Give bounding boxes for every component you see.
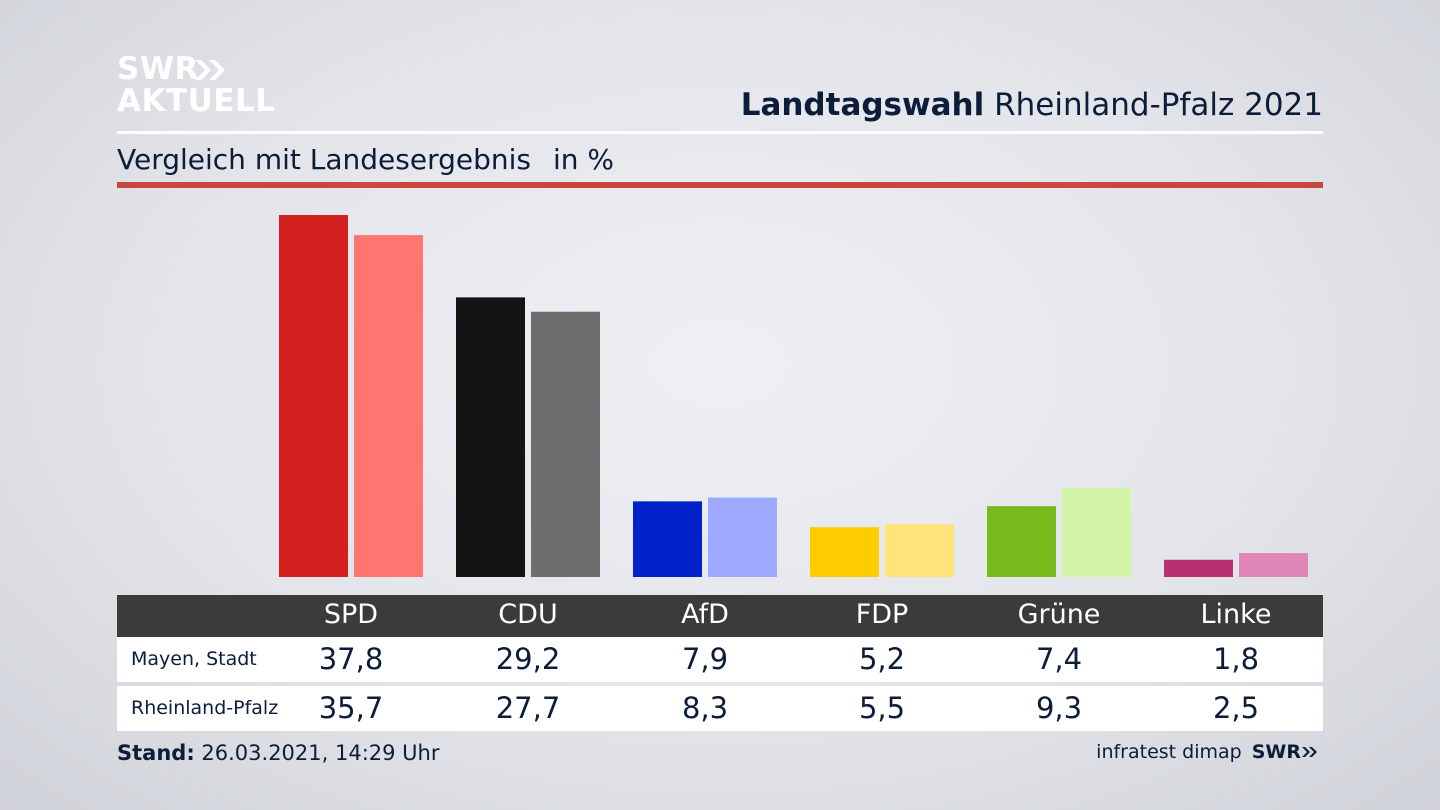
swr-aktuell-logo: SWR AKTUELL [117,54,277,118]
footer-swr-brand: SWR [1251,741,1301,763]
bar-state-afd [708,497,777,577]
value-state-gruene: 9,3 [1035,691,1083,725]
bar-state-fdp [885,524,954,577]
bar-local-afd [633,501,702,577]
bar-local-gruene [987,506,1056,577]
subtitle-text: Vergleich mit Landesergebnis [117,143,531,176]
value-state-linke: 2,5 [1212,691,1260,725]
party-label-cdu: CDU [498,599,558,630]
stand-value: 26.03.2021, 14:29 Uhr [194,741,440,765]
value-state-cdu: 27,7 [495,691,561,725]
red-divider [117,182,1323,188]
bar-state-linke [1239,553,1308,577]
value-local-gruene: 7,4 [1035,642,1083,676]
logo-chevrons-icon [195,60,225,80]
logo-aktuell-text: AKTUELL [117,83,276,119]
value-local-fdp: 5,2 [858,642,906,676]
logo-swr-text: SWR [117,51,199,87]
table-row-state [117,686,1323,731]
stand-label: Stand: [117,741,195,765]
value-local-spd: 37,8 [318,642,384,676]
timestamp: Stand: 26.03.2021, 14:29 Uhr [117,741,440,765]
bar-local-linke [1164,559,1233,577]
value-local-linke: 1,8 [1212,642,1260,676]
party-label-afd: AfD [681,599,729,630]
bar-local-cdu [456,297,525,577]
bar-state-cdu [531,311,600,577]
party-header-band [117,595,1323,637]
title-bold: Landtagswahl [740,87,985,123]
party-label-linke: Linke [1200,599,1272,630]
footer-chevrons-icon [1302,747,1317,757]
title-rest: Rheinland-Pfalz 2021 [984,87,1323,123]
bar-state-spd [354,235,423,577]
value-local-afd: 7,9 [681,642,729,676]
chart-subtitle: Vergleich mit Landesergebnis in % [117,143,614,176]
table-row-local [117,637,1323,682]
bar-local-fdp [810,527,879,577]
source-text: infratest dimap [1096,741,1242,763]
value-state-fdp: 5,5 [858,691,906,725]
party-label-gruene: Grüne [1017,599,1101,630]
source-credit: infratest dimap SWR [1096,741,1323,763]
row-label-local: Mayen, Stadt [131,648,257,670]
page-title: Landtagswahl Rheinland-Pfalz 2021 [741,87,1323,123]
white-divider [117,131,1323,134]
bar-local-spd [279,215,348,577]
row-label-state: Rheinland-Pfalz [131,697,279,719]
value-state-afd: 8,3 [681,691,729,725]
subtitle-unit: in % [552,143,615,176]
value-state-spd: 35,7 [318,691,384,725]
party-label-spd: SPD [323,599,379,630]
party-label-fdp: FDP [855,599,909,630]
value-local-cdu: 29,2 [495,642,561,676]
bar-state-gruene [1062,487,1131,577]
